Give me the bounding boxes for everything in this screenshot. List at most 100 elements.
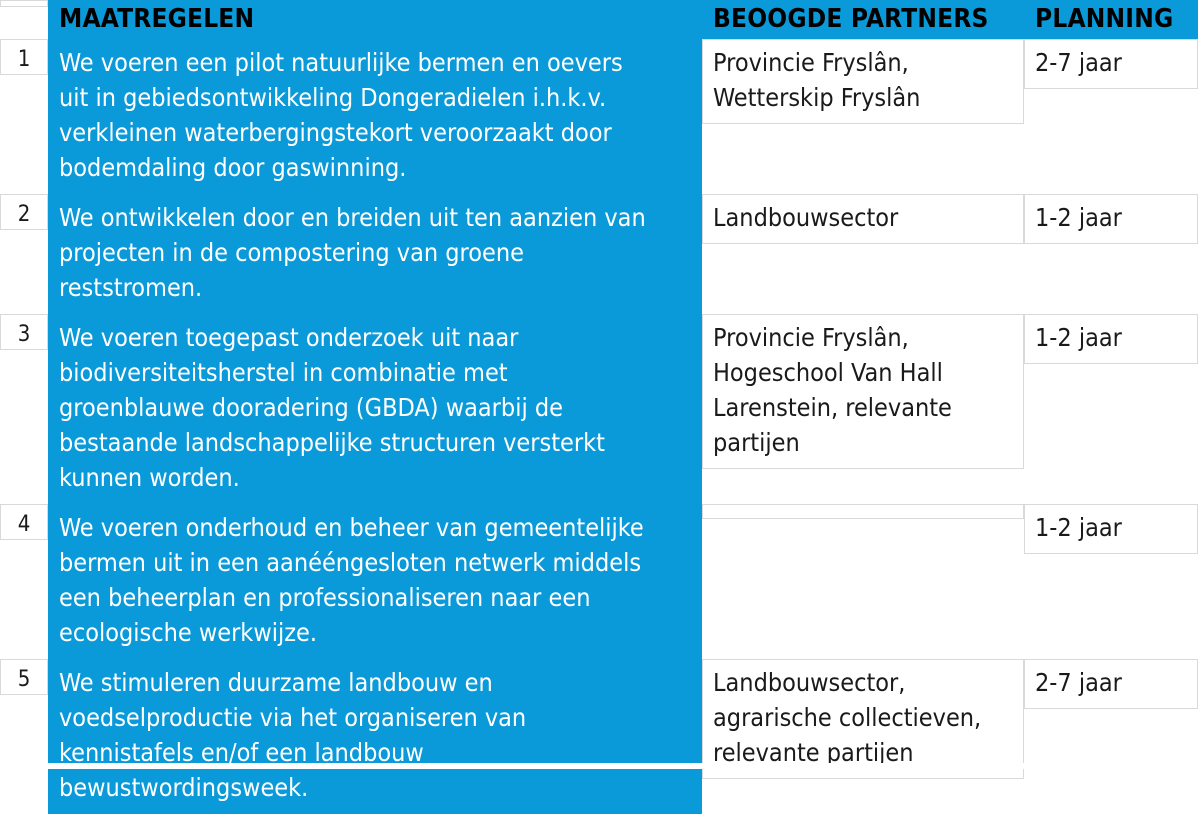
partner-line: Hogeschool Van Hall [713, 358, 943, 387]
header-index-box [0, 0, 48, 7]
measure-line: We voeren onderhoud en beheer van gemeen… [59, 513, 644, 542]
measure-line: verkleinen waterbergingstekort veroorzaa… [59, 118, 612, 147]
row-planning-cell: 1-2 jaar [1024, 194, 1198, 314]
partner-line: agrarische collectieven, [713, 703, 982, 732]
measure-line: We stimuleren duurzame landbouw en [59, 668, 493, 697]
partner-line: Provincie Fryslân, [713, 48, 909, 77]
table-row: 4 We voeren onderhoud en beheer van geme… [0, 504, 1198, 659]
row-index-box: 1 [0, 39, 48, 75]
row-index-cell: 5 [0, 659, 48, 814]
header-cell-planning: PLANNING [1024, 0, 1198, 39]
row-index-cell: 1 [0, 39, 48, 194]
row-partners-box: Provincie Fryslân, Wetterskip Fryslân [702, 39, 1024, 124]
row-partners-cell: Landbouwsector [702, 194, 1024, 314]
measure-line: We voeren een pilot natuurlijke bermen e… [59, 48, 623, 77]
row-index-box: 4 [0, 504, 48, 540]
measure-line: kunnen worden. [59, 463, 240, 492]
measure-line: groenblauwe dooradering (GBDA) waarbij d… [59, 393, 563, 422]
measure-line: bestaande landschappelijke structuren ve… [59, 428, 605, 457]
row-maatregelen-cell: We voeren onderhoud en beheer van gemeen… [48, 504, 702, 659]
row-index-cell: 3 [0, 314, 48, 504]
measure-line: biodiversiteitsherstel in combinatie met [59, 358, 508, 387]
row-partners-box [702, 504, 1024, 519]
header-planning-label: PLANNING [1035, 4, 1174, 34]
row-index-label: 2 [17, 202, 31, 227]
row-planning-box: 1-2 jaar [1024, 194, 1198, 244]
row-planning-box: 1-2 jaar [1024, 504, 1198, 554]
header-maatregelen-box: MAATREGELEN [48, 0, 702, 39]
measure-line: projecten in de compostering van groene [59, 238, 524, 267]
row-index-cell: 2 [0, 194, 48, 314]
row-maatregelen-cell: We voeren een pilot natuurlijke bermen e… [48, 39, 702, 194]
table-row: 1 We voeren een pilot natuurlijke bermen… [0, 39, 1198, 194]
measure-line: uit in gebiedsontwikkeling Dongeradielen… [59, 83, 607, 112]
planning-label: 1-2 jaar [1035, 513, 1122, 542]
header-partners-box: BEOOGDE PARTNERS [702, 0, 1024, 39]
table-row: 2 We ontwikkelen door en breiden uit ten… [0, 194, 1198, 314]
row-maatregelen-box: We ontwikkelen door en breiden uit ten a… [48, 194, 702, 314]
table-row: 5 We stimuleren duurzame landbouw en voe… [0, 659, 1198, 814]
row-index-label: 5 [17, 667, 31, 692]
row-maatregelen-cell: We stimuleren duurzame landbouw en voeds… [48, 659, 702, 814]
page-bottom-edge [0, 763, 1198, 769]
row-planning-cell: 1-2 jaar [1024, 504, 1198, 659]
header-maatregelen-label: MAATREGELEN [59, 4, 255, 34]
row-index-box: 2 [0, 194, 48, 230]
row-partners-cell [702, 504, 1024, 659]
measure-line: ecologische werkwijze. [59, 618, 318, 647]
partner-line: relevante partijen [713, 738, 914, 767]
row-partners-box: Landbouwsector, agrarische collectieven,… [702, 659, 1024, 779]
partner-line: Provincie Fryslân, [713, 323, 909, 352]
planning-label: 2-7 jaar [1035, 48, 1122, 77]
row-index-cell: 4 [0, 504, 48, 659]
partner-line: Landbouwsector, [713, 668, 906, 697]
header-cell-maatregelen: MAATREGELEN [48, 0, 702, 39]
row-planning-box: 2-7 jaar [1024, 659, 1198, 709]
measure-line: We voeren toegepast onderzoek uit naar [59, 323, 519, 352]
row-planning-box: 1-2 jaar [1024, 314, 1198, 364]
row-index-box: 5 [0, 659, 48, 695]
header-partners-label: BEOOGDE PARTNERS [713, 4, 989, 34]
partner-line: partijen [713, 428, 800, 457]
row-partners-cell: Landbouwsector, agrarische collectieven,… [702, 659, 1024, 814]
measure-line: voedselproductie via het organiseren van [59, 703, 527, 732]
row-index-label: 1 [17, 47, 31, 72]
row-index-label: 4 [17, 512, 31, 537]
table-header-row: MAATREGELEN BEOOGDE PARTNERS PLANNING [0, 0, 1198, 39]
measure-line: kennistafels en/of een landbouw [59, 738, 424, 767]
row-planning-cell: 2-7 jaar [1024, 659, 1198, 814]
header-planning-box: PLANNING [1024, 0, 1198, 39]
row-partners-box: Provincie Fryslân, Hogeschool Van Hall L… [702, 314, 1024, 469]
row-maatregelen-cell: We ontwikkelen door en breiden uit ten a… [48, 194, 702, 314]
row-index-box: 3 [0, 314, 48, 350]
header-cell-partners: BEOOGDE PARTNERS [702, 0, 1024, 39]
measure-line: reststromen. [59, 273, 203, 302]
header-cell-index [0, 0, 48, 39]
row-maatregelen-box: We voeren toegepast onderzoek uit naar b… [48, 314, 702, 504]
partner-line: Wetterskip Fryslân [713, 83, 921, 112]
planning-label: 1-2 jaar [1035, 203, 1122, 232]
partner-line: Landbouwsector [713, 203, 899, 232]
row-index-label: 3 [17, 322, 31, 347]
planning-label: 1-2 jaar [1035, 323, 1122, 352]
row-maatregelen-box: We voeren een pilot natuurlijke bermen e… [48, 39, 702, 194]
measure-line: bermen uit in een aanééngesloten netwerk… [59, 548, 642, 577]
row-planning-cell: 2-7 jaar [1024, 39, 1198, 194]
row-partners-cell: Provincie Fryslân, Wetterskip Fryslân [702, 39, 1024, 194]
measure-line: een beheerplan en professionaliseren naa… [59, 583, 591, 612]
table-row: 3 We voeren toegepast onderzoek uit naar… [0, 314, 1198, 504]
measure-line: We ontwikkelen door en breiden uit ten a… [59, 203, 646, 232]
planning-label: 2-7 jaar [1035, 668, 1122, 697]
measure-line: bewustwordingsweek. [59, 773, 309, 802]
row-maatregelen-cell: We voeren toegepast onderzoek uit naar b… [48, 314, 702, 504]
measure-line: bodemdaling door gaswinning. [59, 153, 407, 182]
row-partners-box: Landbouwsector [702, 194, 1024, 244]
partner-line: Larenstein, relevante [713, 393, 952, 422]
row-maatregelen-box: We voeren onderhoud en beheer van gemeen… [48, 504, 702, 659]
row-planning-cell: 1-2 jaar [1024, 314, 1198, 504]
row-partners-cell: Provincie Fryslân, Hogeschool Van Hall L… [702, 314, 1024, 504]
row-maatregelen-box: We stimuleren duurzame landbouw en voeds… [48, 659, 702, 814]
row-planning-box: 2-7 jaar [1024, 39, 1198, 89]
